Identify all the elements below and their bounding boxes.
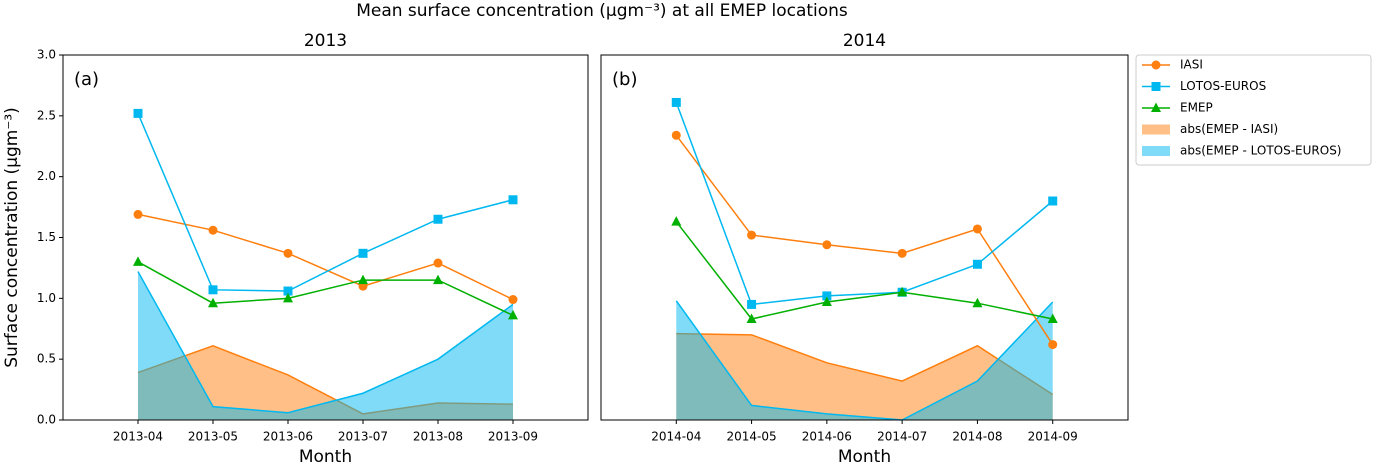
point: [972, 297, 983, 308]
x-tick-label: 2014-09: [1028, 430, 1078, 444]
area: [676, 300, 1053, 420]
point: [283, 292, 293, 303]
point: [1048, 340, 1058, 350]
point: [822, 240, 832, 250]
legend-label: IASI: [1180, 58, 1203, 72]
panel-title: 2014: [843, 31, 886, 51]
point: [972, 224, 982, 234]
line: [137, 213, 514, 301]
y-tick-label: 1.0: [37, 291, 56, 305]
legend-label: abs(EMEP - IASI): [1180, 122, 1278, 136]
line: [137, 113, 514, 292]
point: [133, 209, 143, 219]
point: [508, 309, 518, 320]
point: [508, 195, 518, 205]
point: [133, 108, 143, 118]
point: [283, 248, 293, 258]
legend-swatch: [1142, 146, 1170, 156]
point: [208, 297, 218, 308]
point: [208, 285, 218, 295]
line: [675, 102, 1054, 306]
legend-label: abs(EMEP - LOTOS-EUROS): [1180, 144, 1342, 158]
y-tick-label: 1.5: [37, 230, 56, 244]
x-tick-label: 2013-09: [488, 430, 538, 444]
legend-box: [1135, 54, 1372, 166]
figure-title: Mean surface concentration (μgm⁻³) at al…: [356, 1, 848, 21]
x-tick-label: 2013-06: [263, 430, 313, 444]
y-tick-label: 3.0: [37, 48, 56, 62]
area: [138, 271, 513, 420]
line: [137, 261, 514, 317]
y-tick-label: 2.0: [37, 169, 56, 183]
point: [821, 296, 832, 306]
point: [972, 259, 982, 269]
point: [746, 313, 757, 324]
plot-frame: [600, 54, 1129, 421]
area-edge: [675, 300, 1054, 421]
y-tick-label: 0.0: [37, 413, 56, 427]
point: [358, 274, 368, 285]
x-tick-label: 2014-07: [877, 430, 927, 444]
point: [1047, 313, 1058, 324]
point: [897, 248, 907, 258]
x-tick-label: 2014-05: [727, 430, 777, 444]
point: [508, 295, 518, 305]
x-tick-label: 2013-07: [338, 430, 388, 444]
y-tick-label: 0.5: [37, 352, 56, 366]
legend-marker: [1151, 60, 1161, 70]
point: [671, 216, 682, 226]
point: [822, 291, 832, 301]
area: [138, 345, 513, 420]
x-tick-label: 2013-08: [413, 430, 463, 444]
panel-title: 2013: [304, 31, 347, 51]
x-tick-label: 2013-05: [188, 430, 238, 444]
point: [747, 230, 757, 240]
point: [1048, 196, 1058, 206]
point: [897, 286, 908, 297]
point: [433, 214, 443, 224]
point: [283, 286, 293, 296]
point: [671, 130, 681, 140]
legend-swatch: [1142, 124, 1170, 135]
y-axis-label: Surface concentration (μgm⁻³): [2, 107, 22, 368]
point: [358, 248, 368, 258]
point: [433, 258, 443, 268]
y-tick-label: 2.5: [37, 108, 56, 122]
line: [675, 134, 1054, 345]
panel-label: (b): [612, 69, 637, 90]
point: [133, 256, 143, 266]
legend-marker: [1151, 102, 1161, 112]
area-edge: [676, 332, 1054, 396]
point: [747, 299, 757, 309]
legend-label: EMEP: [1180, 101, 1213, 115]
plot-frame: [62, 54, 589, 421]
area-edge: [137, 271, 514, 414]
x-tick-label: 2013-04: [113, 430, 163, 444]
legend-label: LOTOS-EUROS: [1180, 79, 1266, 93]
panel-label: (a): [74, 69, 99, 90]
x-axis-label: Month: [838, 447, 891, 464]
x-axis-label: Month: [299, 447, 352, 464]
point: [671, 97, 681, 107]
point: [208, 225, 218, 235]
x-tick-label: 2014-08: [952, 430, 1002, 444]
x-tick-label: 2014-04: [651, 430, 701, 444]
line: [675, 221, 1053, 320]
x-tick-label: 2014-06: [802, 430, 852, 444]
point: [433, 274, 443, 285]
legend-marker: [1151, 82, 1161, 91]
